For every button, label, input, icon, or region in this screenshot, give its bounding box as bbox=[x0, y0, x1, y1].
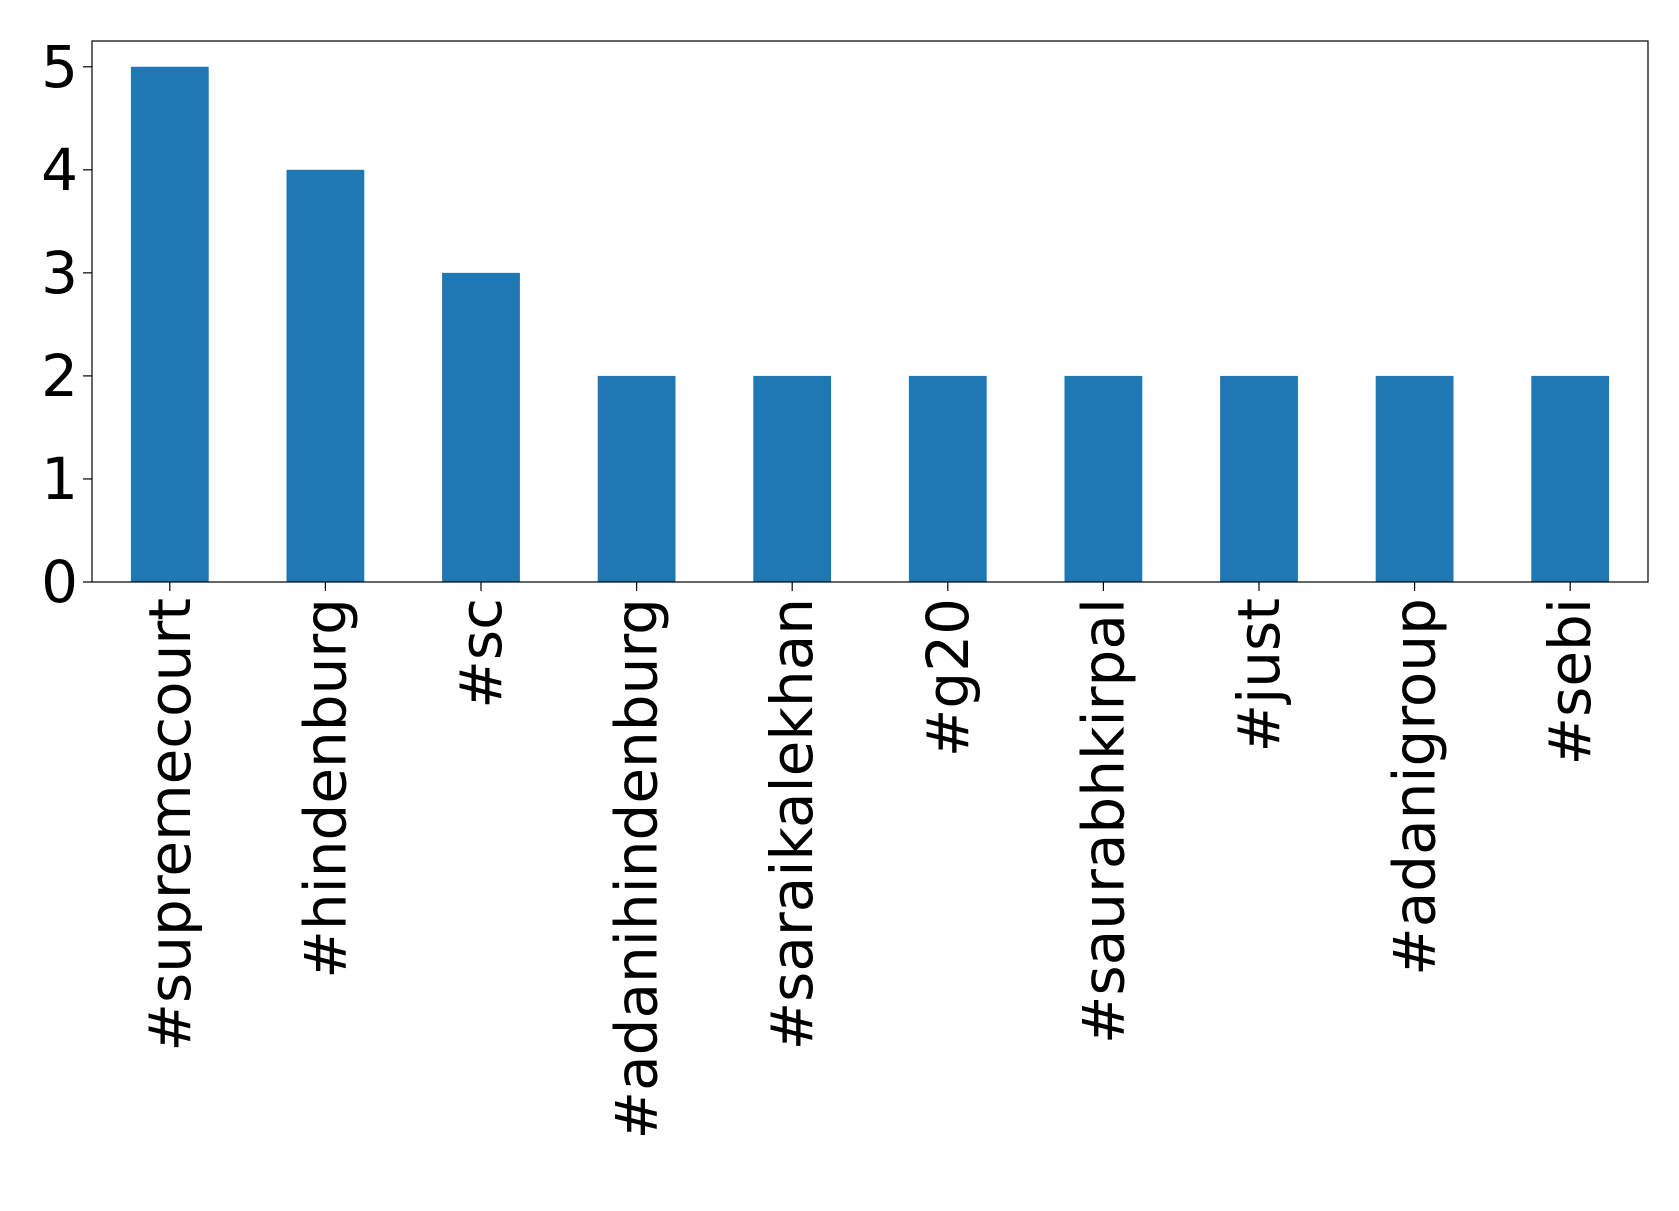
x-tick-label: #sc bbox=[447, 598, 515, 709]
x-tick-label: #g20 bbox=[914, 598, 982, 757]
bar bbox=[1531, 375, 1610, 582]
bar bbox=[1220, 375, 1298, 582]
y-tick-label: 0 bbox=[41, 548, 78, 616]
bar bbox=[130, 66, 209, 582]
x-tick-label: #saraikalekhan bbox=[758, 598, 826, 1050]
y-tick-label: 4 bbox=[41, 136, 78, 204]
x-tick-label: #supremecourt bbox=[136, 598, 204, 1052]
y-tick-label: 1 bbox=[41, 445, 78, 513]
y-tick-label: 5 bbox=[41, 33, 78, 101]
bar bbox=[753, 375, 832, 582]
plot-frame bbox=[91, 40, 1649, 583]
x-tick-label: #saurabhkirpal bbox=[1069, 598, 1137, 1044]
bar bbox=[1064, 375, 1143, 582]
x-tick-label: #adanihindenburg bbox=[603, 598, 671, 1139]
x-tick-label: #adanigroup bbox=[1381, 598, 1449, 976]
bar bbox=[286, 169, 365, 583]
x-tick-label: #hindenburg bbox=[291, 598, 359, 979]
y-tick-label: 3 bbox=[41, 239, 78, 307]
x-tick-label: #sebi bbox=[1536, 598, 1604, 765]
bar bbox=[908, 375, 987, 582]
bar bbox=[442, 272, 520, 582]
y-tick-label: 2 bbox=[41, 342, 78, 410]
x-tick-label: #just bbox=[1225, 598, 1293, 752]
bar bbox=[1375, 375, 1454, 582]
bar bbox=[597, 375, 676, 582]
